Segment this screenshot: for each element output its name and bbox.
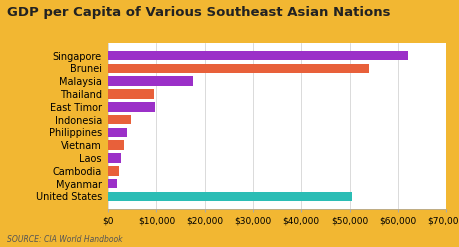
Bar <box>108 140 124 150</box>
Bar <box>108 63 368 73</box>
Bar <box>108 153 120 163</box>
Bar <box>108 179 117 188</box>
Text: GDP per Capita of Various Southeast Asian Nations: GDP per Capita of Various Southeast Asia… <box>7 6 390 19</box>
Bar <box>108 76 192 86</box>
Bar <box>108 89 154 99</box>
Bar <box>108 166 118 176</box>
Bar <box>108 127 127 137</box>
Bar <box>108 102 155 112</box>
Bar <box>108 115 131 124</box>
Text: SOURCE: CIA World Handbook: SOURCE: CIA World Handbook <box>7 235 122 244</box>
Bar <box>108 51 407 60</box>
Bar <box>108 192 351 201</box>
